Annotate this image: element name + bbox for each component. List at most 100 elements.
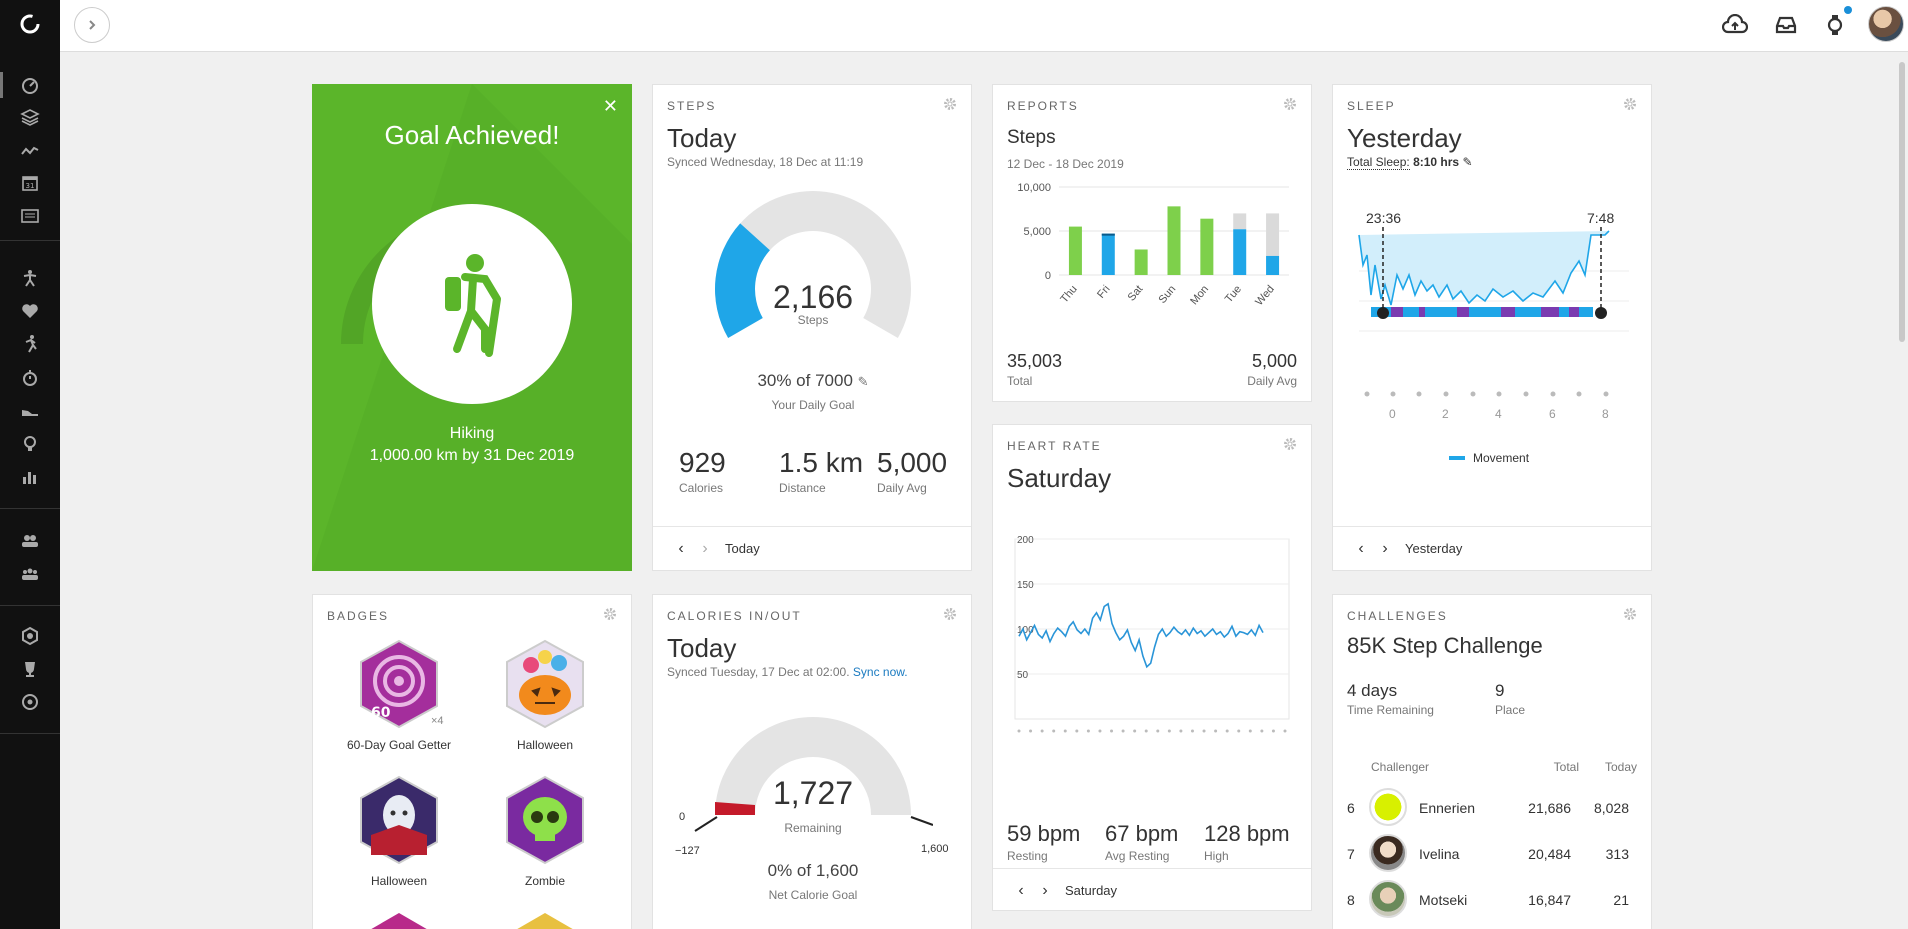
connections-icon[interactable]: [18, 530, 42, 552]
badge-item[interactable]: Halloween: [485, 639, 605, 752]
footer-date: Saturday: [1065, 883, 1118, 898]
goal-remainder-bar: [1266, 213, 1280, 256]
badge-item[interactable]: 60 ×4 60-Day Goal Getter: [339, 639, 459, 752]
time-tick: [1029, 729, 1033, 733]
avg-resting-stat: 67 bpm Avg Resting: [1105, 821, 1178, 863]
sleep-axis-tick: 0: [1389, 407, 1396, 421]
gear-icon[interactable]: [1623, 97, 1637, 111]
sleep-axis-tick: 6: [1549, 407, 1556, 421]
heart-rate-chart: 200 150 100 50: [1014, 535, 1290, 733]
hiker-icon: [445, 254, 501, 357]
edit-icon[interactable]: ✎: [857, 374, 869, 389]
table-row[interactable]: 8 Motseki 16,847 21: [1333, 879, 1643, 923]
bar-chart-icon[interactable]: [18, 466, 42, 488]
legend-swatch: [1449, 456, 1465, 460]
scrollbar[interactable]: [1899, 62, 1905, 342]
heart-icon[interactable]: [18, 300, 42, 322]
edit-icon[interactable]: ✎: [1462, 155, 1473, 169]
bar: [1068, 226, 1082, 275]
sync-now-link[interactable]: Sync now.: [852, 665, 908, 679]
activity-icon[interactable]: [18, 267, 42, 289]
date-range: 12 Dec - 18 Dec 2019: [1007, 157, 1124, 171]
groups-icon[interactable]: [18, 563, 42, 585]
badge-item[interactable]: Zombie: [485, 775, 605, 888]
shoe-icon[interactable]: [18, 400, 42, 422]
app-logo[interactable]: [0, 0, 60, 48]
calendar-icon[interactable]: 31: [18, 172, 42, 194]
footer-date: Yesterday: [1405, 541, 1463, 556]
row-rank: 7: [1347, 846, 1355, 862]
prev-day-button[interactable]: ‹: [1358, 539, 1364, 557]
time-tick: [1063, 729, 1067, 733]
upload-icon[interactable]: [1720, 10, 1750, 40]
news-icon[interactable]: [18, 205, 42, 227]
candy-pumpkin-icon: [506, 639, 584, 729]
running-icon[interactable]: [18, 333, 42, 355]
y-tick-label: 150: [1017, 580, 1034, 591]
user-avatar[interactable]: [1868, 6, 1904, 42]
inbox-icon[interactable]: [1771, 10, 1801, 40]
gauge-track: [715, 191, 911, 338]
row-rank: 8: [1347, 892, 1355, 908]
calorie-goal-text: 0% of 1,600: [767, 861, 859, 880]
card-label: BADGES: [327, 609, 390, 623]
calories-stat: 929 Calories: [679, 447, 726, 495]
steps-goal-value: 30% of 7000: [757, 371, 853, 390]
notification-dot: [1844, 6, 1852, 14]
more-badges-partial: [371, 913, 573, 929]
expand-sidebar-button[interactable]: [74, 7, 110, 43]
sync-status: Synced Tuesday, 17 Dec at 02:00. Sync no…: [667, 665, 908, 679]
next-day-button[interactable]: ›: [702, 539, 708, 557]
gauge-min-label: −127: [675, 845, 700, 857]
watch-icon[interactable]: [1820, 10, 1850, 40]
card-label: HEART RATE: [1007, 439, 1102, 453]
row-total: 20,484: [1528, 846, 1571, 862]
badge-icon[interactable]: [18, 625, 42, 647]
lightbulb-icon[interactable]: [18, 433, 42, 455]
next-day-button[interactable]: ›: [1042, 881, 1048, 899]
steps-count: 2,166: [772, 279, 854, 315]
prev-day-button[interactable]: ‹: [678, 539, 684, 557]
gear-icon[interactable]: [603, 607, 617, 621]
target-icon[interactable]: [18, 691, 42, 713]
gear-icon[interactable]: [1623, 607, 1637, 621]
y-tick-label: 200: [1017, 535, 1034, 546]
calories-remaining: 1,727: [772, 775, 854, 811]
sidebar-divider: [0, 240, 60, 241]
sleep-legend: Movement: [1449, 451, 1529, 465]
gear-icon[interactable]: [1283, 97, 1297, 111]
steps-gauge: [715, 191, 911, 338]
badge-item[interactable]: Halloween: [339, 775, 459, 888]
bar: [1167, 206, 1181, 275]
sleep-end-icon: [1595, 307, 1607, 319]
layers-icon[interactable]: [18, 106, 42, 128]
challenge-title[interactable]: 85K Step Challenge: [1347, 633, 1543, 658]
time-tick: [1110, 729, 1114, 733]
next-day-button[interactable]: ›: [1382, 539, 1388, 557]
time-remaining-stat: 4 days Time Remaining: [1347, 681, 1434, 717]
daily-avg-stat: 5,000 Daily Avg: [877, 447, 947, 495]
badge-name: Halloween: [370, 874, 428, 888]
goal-description: 1,000.00 km by 31 Dec 2019: [369, 447, 575, 464]
high-value: 128 bpm: [1204, 821, 1290, 846]
row-today: 21: [1613, 892, 1629, 908]
time-tick: [1098, 729, 1102, 733]
steps-bar-chart: 10,000 5,000 0 Thu Fri Sat Sun Mon Tue Wed: [1017, 182, 1289, 308]
card-title: Today: [667, 633, 737, 663]
card-label: STEPS: [667, 99, 717, 113]
trend-icon[interactable]: [18, 140, 42, 162]
prev-day-button[interactable]: ‹: [1018, 881, 1024, 899]
gear-icon[interactable]: [943, 607, 957, 621]
distance-value: 1.5 km: [779, 447, 864, 478]
stopwatch-icon[interactable]: [18, 367, 42, 389]
card-label: REPORTS: [1007, 99, 1079, 113]
high-label: High: [1204, 849, 1229, 863]
trophy-icon[interactable]: [18, 658, 42, 680]
close-icon[interactable]: ✕: [602, 96, 618, 116]
row-name: Motseki: [1419, 892, 1468, 908]
gear-icon[interactable]: [1283, 437, 1297, 451]
table-row[interactable]: 7 Ivelina 20,484 313: [1333, 833, 1643, 877]
gear-icon[interactable]: [943, 97, 957, 111]
table-row[interactable]: 6 Ennerien 21,686 8,028: [1333, 787, 1643, 831]
dashboard-icon[interactable]: [18, 74, 42, 96]
